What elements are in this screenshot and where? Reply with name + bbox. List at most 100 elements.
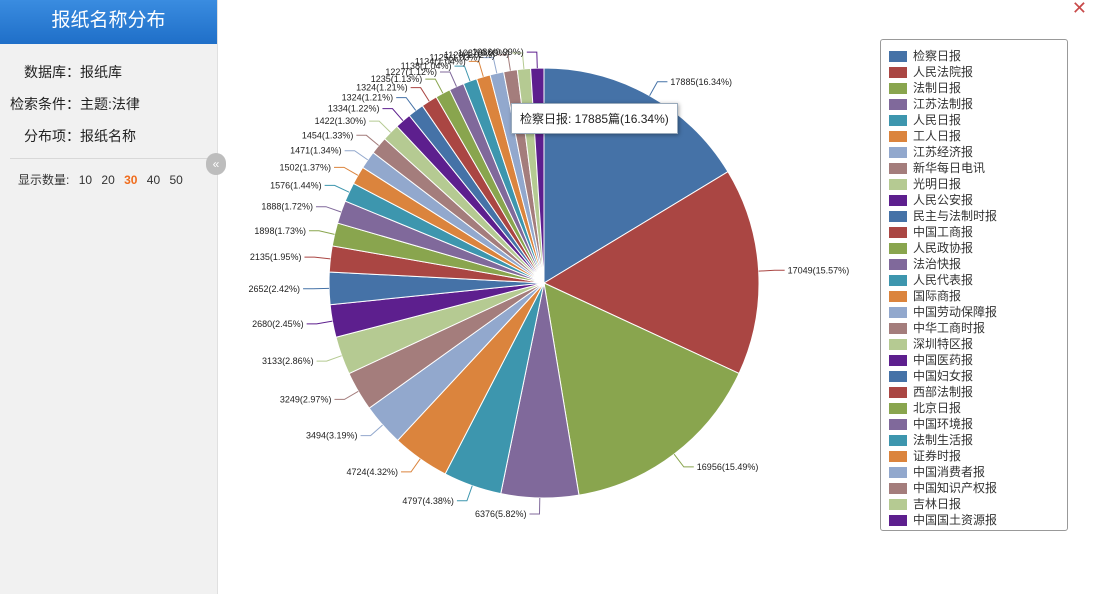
legend-swatch bbox=[889, 387, 907, 399]
legend-item-12[interactable]: 人民政协报 bbox=[889, 239, 973, 255]
legend-swatch bbox=[889, 483, 907, 495]
count-option-40[interactable]: 40 bbox=[146, 173, 161, 187]
legend-swatch bbox=[889, 163, 907, 175]
slice-label-27: 1120(1.02%) bbox=[444, 50, 495, 60]
legend-item-28[interactable]: 吉林日报 bbox=[889, 495, 961, 511]
slice-label-2: 16956(15.49%) bbox=[697, 462, 759, 472]
legend-item-20[interactable]: 中国妇女报 bbox=[889, 367, 973, 383]
divider bbox=[10, 158, 207, 159]
legend-swatch bbox=[889, 147, 907, 159]
slice-label-26: 1125(1.03%) bbox=[429, 53, 480, 63]
slice-label-9: 2680(2.45%) bbox=[252, 319, 304, 329]
count-option-10[interactable]: 10 bbox=[78, 173, 93, 187]
label-connector-3 bbox=[529, 497, 541, 515]
legend-item-17[interactable]: 中华工商时报 bbox=[889, 319, 985, 335]
slice-label-22: 1235(1.13%) bbox=[371, 74, 423, 84]
label-connector-23 bbox=[439, 71, 457, 87]
pie-chart: 17885(16.34%) 17049(15.57%) 16956(15.49%) 6… bbox=[249, 47, 850, 519]
legend-label: 法制日报 bbox=[913, 81, 962, 95]
legend-label: 法治快报 bbox=[913, 257, 962, 271]
legend-item-10[interactable]: 民主与法制时报 bbox=[889, 207, 997, 223]
legend-swatch bbox=[889, 467, 907, 479]
legend-label: 检察日报 bbox=[913, 49, 962, 63]
legend-swatch bbox=[889, 323, 907, 335]
legend-label: 吉林日报 bbox=[913, 497, 962, 511]
slice-label-15: 1502(1.37%) bbox=[279, 162, 331, 172]
legend-label: 江苏经济报 bbox=[913, 145, 974, 159]
collapse-sidebar-icon[interactable]: « bbox=[206, 153, 226, 175]
label-connector-13 bbox=[315, 206, 342, 213]
legend-item-22[interactable]: 北京日报 bbox=[889, 399, 961, 415]
legend-item-23[interactable]: 中国环境报 bbox=[889, 415, 973, 431]
count-option-20[interactable]: 20 bbox=[101, 173, 115, 187]
legend-swatch bbox=[889, 195, 907, 207]
legend-item-11[interactable]: 中国工商报 bbox=[889, 223, 973, 239]
legend-swatch bbox=[889, 499, 907, 511]
distribution-label: 分布项：报纸名称 bbox=[24, 128, 136, 144]
slice-label-14: 1576(1.44%) bbox=[270, 180, 322, 190]
legend-item-2[interactable]: 法制日报 bbox=[889, 79, 961, 95]
legend-item-16[interactable]: 中国劳动保障报 bbox=[889, 303, 997, 319]
legend-label: 人民政协报 bbox=[913, 241, 974, 255]
label-connector-18 bbox=[369, 120, 391, 133]
count-option-30[interactable]: 30 bbox=[124, 173, 138, 187]
legend-item-14[interactable]: 人民代表报 bbox=[889, 271, 973, 287]
slice-label-29: 1086(0.99%) bbox=[472, 47, 524, 57]
label-connector-22 bbox=[425, 78, 444, 94]
legend-label: 光明日报 bbox=[913, 177, 962, 191]
legend-item-3[interactable]: 江苏法制报 bbox=[889, 95, 973, 111]
legend-item-15[interactable]: 国际商报 bbox=[889, 287, 961, 303]
label-connector-17 bbox=[356, 134, 380, 146]
legend-label: 中国劳动保障报 bbox=[913, 305, 998, 319]
label-connector-15 bbox=[334, 166, 359, 176]
slice-label-10: 2652(2.42%) bbox=[249, 284, 301, 294]
label-connector-26 bbox=[483, 57, 498, 74]
legend-item-0[interactable]: 检察日报 bbox=[889, 47, 961, 63]
legend-item-6[interactable]: 江苏经济报 bbox=[889, 143, 973, 159]
legend-label: 中国环境报 bbox=[913, 417, 974, 431]
legend-swatch bbox=[889, 451, 907, 463]
legend-item-29[interactable]: 中国国土资源报 bbox=[889, 511, 997, 527]
legend-item-9[interactable]: 人民公安报 bbox=[889, 191, 973, 207]
legend-label: 中国知识产权报 bbox=[913, 481, 998, 495]
slice-label-4: 4797(4.38%) bbox=[402, 496, 454, 506]
count-option-50[interactable]: 50 bbox=[169, 173, 183, 187]
legend-item-8[interactable]: 光明日报 bbox=[889, 175, 961, 191]
legend-swatch bbox=[889, 515, 907, 527]
legend-label: 江苏法制报 bbox=[913, 97, 974, 111]
slice-label-7: 3249(2.97%) bbox=[280, 394, 332, 404]
legend-item-18[interactable]: 深圳特区报 bbox=[889, 335, 973, 351]
label-connector-21 bbox=[410, 87, 430, 102]
legend-item-4[interactable]: 人民日报 bbox=[889, 111, 961, 127]
legend-item-21[interactable]: 西部法制报 bbox=[889, 383, 973, 399]
label-connector-9 bbox=[306, 320, 333, 325]
label-connector-8 bbox=[316, 355, 342, 362]
legend-item-27[interactable]: 中国知识产权报 bbox=[889, 479, 997, 495]
slice-label-5: 4724(4.32%) bbox=[346, 467, 398, 477]
legend-swatch bbox=[889, 339, 907, 351]
legend-label: 中国国土资源报 bbox=[913, 513, 998, 527]
legend-item-24[interactable]: 法制生活报 bbox=[889, 431, 973, 447]
legend-swatch bbox=[889, 419, 907, 431]
legend-item-5[interactable]: 工人日报 bbox=[889, 127, 961, 143]
close-icon[interactable]: ✕ bbox=[1071, 0, 1087, 18]
slice-label-13: 1888(1.72%) bbox=[261, 202, 313, 212]
label-connector-12 bbox=[308, 230, 335, 235]
database-label: 数据库：报纸库 bbox=[24, 64, 122, 80]
legend-swatch bbox=[889, 179, 907, 191]
label-connector-16 bbox=[344, 150, 369, 161]
legend-item-26[interactable]: 中国消费者报 bbox=[889, 463, 985, 479]
slice-label-21: 1324(1.21%) bbox=[356, 83, 408, 93]
legend-item-25[interactable]: 证券时报 bbox=[889, 447, 961, 463]
legend-item-1[interactable]: 人民法院报 bbox=[889, 63, 973, 79]
label-connector-27 bbox=[497, 54, 511, 71]
slice-label-25: 1134(1.04%) bbox=[415, 56, 466, 66]
legend-item-13[interactable]: 法治快报 bbox=[889, 255, 961, 271]
legend-item-19[interactable]: 中国医药报 bbox=[889, 351, 973, 367]
search-info: 数据库：报纸库 检索条件：主题:法律 分布项：报纸名称 bbox=[0, 44, 217, 152]
legend-label: 北京日报 bbox=[913, 401, 962, 415]
legend-item-7[interactable]: 新华每日电讯 bbox=[889, 159, 985, 175]
legend-label: 人民日报 bbox=[913, 113, 962, 127]
label-connector-24 bbox=[454, 65, 471, 82]
legend-label: 证券时报 bbox=[913, 449, 962, 463]
